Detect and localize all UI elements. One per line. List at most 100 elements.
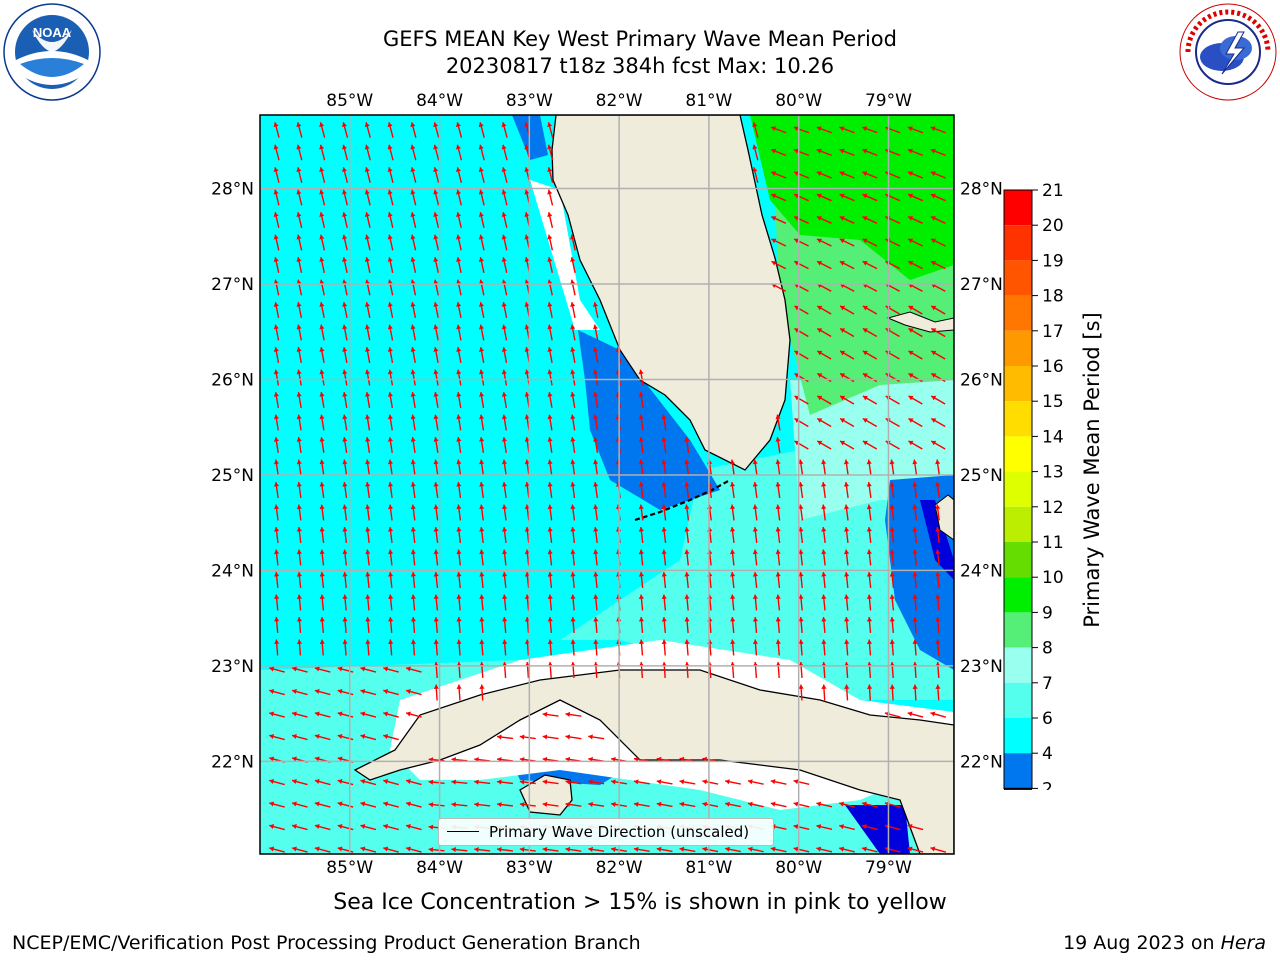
- wave-arrow-head: [296, 122, 302, 128]
- wave-arrow-head: [456, 594, 462, 600]
- lon-label-bottom: 83°W: [506, 858, 553, 878]
- colorbar-swatch: [1004, 436, 1032, 472]
- wave-arrow-head: [314, 689, 320, 695]
- wave-arrow-head: [908, 238, 914, 244]
- wave-arrow-head: [497, 734, 502, 740]
- wave-arrow-head: [752, 549, 758, 555]
- wave-arrow-head: [319, 414, 325, 420]
- wave-arrow-head: [387, 279, 393, 285]
- wave-arrow-head: [388, 594, 394, 600]
- wave-arrow-head: [862, 846, 867, 852]
- wave-arrow-head: [839, 824, 845, 830]
- wave-arrow-head: [337, 824, 343, 830]
- wave-arrow-head: [387, 302, 393, 307]
- wave-arrow-head: [296, 504, 302, 510]
- wave-arrow-head: [319, 527, 325, 532]
- wave-arrow-head: [816, 171, 822, 176]
- wave-arrow-head: [296, 302, 302, 307]
- wave-arrow-head: [912, 617, 918, 622]
- wave-arrow-head: [725, 846, 730, 852]
- wave-arrow-head: [410, 189, 416, 195]
- wave-arrow-head: [501, 122, 507, 128]
- wave-arrow-head: [479, 414, 485, 420]
- wave-arrow-head: [684, 549, 690, 555]
- wave-arrow-head: [866, 684, 873, 689]
- wave-arrow-head: [524, 144, 530, 150]
- wave-arrow-head: [661, 549, 667, 555]
- wave-arrow-head: [365, 414, 371, 420]
- wave-arrow-head: [930, 171, 936, 176]
- wave-arrow-head: [406, 801, 411, 807]
- colorbar-tick-label: 11: [1042, 533, 1064, 553]
- wave-arrow-head: [638, 369, 644, 375]
- colorbar-frame: [1003, 189, 1033, 789]
- wave-arrow-head: [866, 459, 872, 465]
- wave-arrow-head: [273, 392, 279, 397]
- wave-arrow-head: [410, 527, 416, 532]
- wave-arrow-head: [935, 617, 941, 622]
- wave-arrow-head: [729, 459, 736, 465]
- wave-arrow-head: [817, 350, 823, 356]
- wave-arrow-head: [342, 347, 348, 352]
- wave-arrow-head: [428, 824, 434, 830]
- lon-label-bottom: 82°W: [596, 858, 643, 878]
- wave-arrow-head: [547, 504, 553, 510]
- wave-arrow-head: [752, 144, 758, 150]
- sea-ice-note: Sea Ice Concentration > 15% is shown in …: [333, 890, 947, 915]
- wave-arrow-head: [319, 167, 325, 173]
- wave-arrow-head: [410, 549, 416, 555]
- wave-arrow-head: [479, 437, 485, 442]
- wave-arrow-head: [862, 418, 868, 423]
- colorbar-swatch: [1004, 542, 1032, 578]
- wave-arrow-head: [433, 459, 439, 465]
- wave-arrow-head: [844, 684, 850, 689]
- wave-arrow-head: [908, 193, 914, 199]
- wave-arrow-head: [798, 684, 804, 689]
- wave-arrow-head: [341, 122, 347, 128]
- wave-arrow-head: [747, 801, 753, 807]
- wave-arrow-head: [387, 144, 393, 150]
- wave-arrow-head: [593, 639, 599, 645]
- wave-arrow-head: [547, 279, 553, 285]
- wave-arrow-head: [752, 482, 758, 487]
- wave-arrow-head: [479, 684, 485, 689]
- lat-label-right: 27°N: [960, 275, 1003, 295]
- wave-arrow-head: [747, 846, 753, 852]
- wave-arrow-head: [456, 617, 462, 622]
- wave-arrow-head: [383, 711, 389, 717]
- wave-arrow-head: [524, 347, 530, 352]
- wave-arrow-head: [273, 257, 279, 262]
- wave-arrow-head: [524, 324, 530, 330]
- wave-arrow-head: [501, 279, 507, 285]
- wave-arrow-head: [775, 527, 781, 532]
- wave-arrow-head: [319, 459, 325, 465]
- wave-arrow-head: [889, 639, 895, 645]
- wave-arrow-head: [456, 347, 462, 352]
- wave-arrow-head: [570, 594, 576, 600]
- wave-arrow-head: [410, 392, 416, 397]
- wave-arrow-head: [433, 482, 439, 487]
- wave-arrow-head: [273, 234, 279, 240]
- wave-arrow-head: [319, 392, 325, 397]
- wave-arrow-head: [840, 328, 846, 333]
- wave-arrow-head: [821, 617, 827, 622]
- wave-arrow-head: [314, 734, 320, 740]
- wave-arrow-head: [656, 846, 662, 852]
- grand-bahama: [886, 311, 954, 333]
- wave-arrow-head: [341, 144, 347, 150]
- wave-arrow-head: [839, 216, 845, 221]
- wave-arrow-head: [479, 594, 485, 600]
- wave-arrow-head: [501, 459, 508, 465]
- colorbar-tick-label: 9: [1042, 603, 1053, 623]
- lon-label-top: 82°W: [596, 91, 643, 111]
- wave-arrow-head: [730, 617, 736, 622]
- wave-arrow-head: [433, 617, 439, 622]
- wave-arrow-head: [273, 324, 279, 330]
- wave-arrow-head: [542, 711, 548, 718]
- wave-arrow-head: [570, 504, 576, 510]
- wave-arrow-head: [292, 846, 297, 852]
- wave-arrow-head: [593, 369, 599, 375]
- wave-arrow-head: [364, 302, 370, 307]
- wave-arrow-head: [456, 369, 462, 375]
- wave-arrow-head: [383, 846, 389, 852]
